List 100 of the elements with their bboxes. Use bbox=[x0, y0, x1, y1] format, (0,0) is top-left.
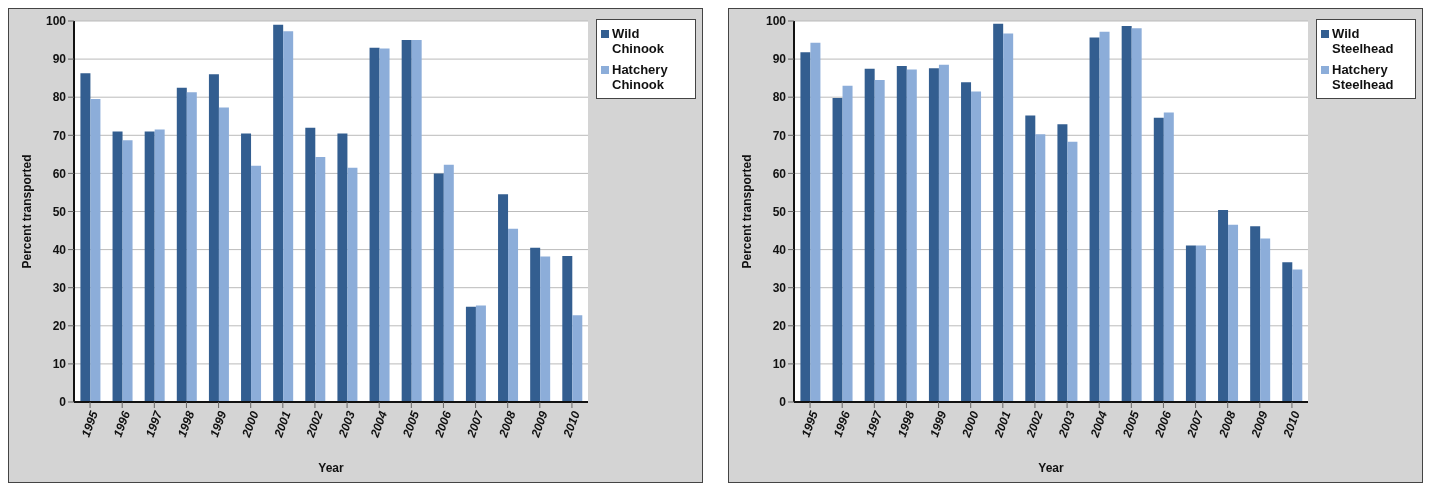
bar bbox=[572, 315, 583, 402]
bar bbox=[1228, 224, 1239, 402]
x-axis-title: Year bbox=[318, 461, 345, 475]
bar bbox=[1218, 209, 1229, 402]
bar bbox=[961, 82, 972, 402]
bar bbox=[347, 167, 358, 402]
y-tick-label: 20 bbox=[772, 319, 787, 334]
y-tick-label: 100 bbox=[765, 14, 787, 29]
y-tick-label: 80 bbox=[772, 90, 787, 105]
bar bbox=[80, 73, 91, 402]
bar bbox=[1099, 31, 1110, 402]
bar bbox=[465, 306, 476, 402]
bar bbox=[144, 131, 155, 402]
x-tick-label: 2002 bbox=[303, 408, 326, 440]
x-tick-label: 2006 bbox=[431, 408, 455, 440]
x-tick-label: 1999 bbox=[207, 408, 230, 440]
x-tick-label: 1995 bbox=[78, 408, 101, 440]
bar bbox=[1067, 141, 1078, 402]
y-axis-title: Percent transported bbox=[20, 154, 35, 269]
y-tick-label: 80 bbox=[52, 90, 67, 105]
y-tick-label: 0 bbox=[779, 395, 787, 410]
x-tick-label: 1997 bbox=[142, 407, 166, 440]
bar bbox=[433, 173, 444, 402]
x-tick-label: 1996 bbox=[110, 408, 134, 440]
bar bbox=[337, 133, 348, 402]
bar bbox=[1292, 269, 1303, 402]
bar bbox=[315, 157, 326, 402]
bar bbox=[1163, 112, 1174, 402]
x-tick-label: 1997 bbox=[862, 407, 886, 440]
x-tick-label: 2008 bbox=[1215, 408, 1239, 440]
x-tick-label: 2007 bbox=[1183, 407, 1207, 440]
y-tick-label: 60 bbox=[772, 166, 787, 181]
bar bbox=[1057, 124, 1068, 402]
x-tick-label: 2004 bbox=[367, 408, 391, 440]
bar bbox=[443, 164, 454, 402]
x-tick-label: 2008 bbox=[495, 408, 519, 440]
x-tick-label: 2005 bbox=[1119, 408, 1143, 440]
bar bbox=[186, 92, 197, 402]
bar bbox=[1035, 134, 1046, 402]
bar bbox=[1003, 33, 1014, 402]
y-tick-label: 30 bbox=[772, 280, 787, 295]
x-tick-label: 1999 bbox=[927, 408, 950, 440]
bar bbox=[273, 24, 284, 402]
x-tick-label: 2005 bbox=[399, 408, 423, 440]
bar bbox=[218, 107, 229, 402]
bar bbox=[251, 165, 262, 402]
bar bbox=[874, 80, 885, 402]
bar bbox=[896, 65, 907, 402]
x-tick-label: 2002 bbox=[1023, 408, 1046, 440]
x-tick-label: 2001 bbox=[271, 408, 294, 440]
bar bbox=[928, 68, 939, 402]
x-tick-label: 2009 bbox=[1248, 408, 1271, 440]
bar bbox=[112, 131, 123, 402]
x-tick-label: 2004 bbox=[1087, 408, 1111, 440]
x-tick-label: 2006 bbox=[1151, 408, 1175, 440]
x-tick-label: 2007 bbox=[463, 407, 487, 440]
bar bbox=[508, 228, 519, 402]
bar bbox=[842, 85, 853, 402]
bar bbox=[530, 247, 541, 402]
bar bbox=[305, 127, 316, 402]
legend-label: Hatchery Chinook bbox=[612, 62, 669, 92]
bar bbox=[1282, 262, 1293, 402]
bar bbox=[498, 194, 509, 402]
bar bbox=[800, 52, 811, 402]
bar bbox=[906, 69, 917, 402]
bar bbox=[283, 31, 294, 402]
y-tick-label: 40 bbox=[772, 242, 787, 257]
y-tick-label: 20 bbox=[52, 319, 67, 334]
bar bbox=[1089, 37, 1100, 402]
y-tick-label: 10 bbox=[52, 357, 67, 372]
bar bbox=[832, 97, 843, 402]
y-tick-label: 60 bbox=[52, 166, 67, 181]
x-tick-label: 1995 bbox=[798, 408, 821, 440]
y-axis-title: Percent transported bbox=[740, 154, 755, 269]
x-tick-label: 2003 bbox=[335, 408, 358, 440]
x-tick-label: 1998 bbox=[894, 408, 918, 440]
x-tick-label: 2000 bbox=[958, 408, 982, 440]
bar bbox=[938, 64, 949, 402]
bar bbox=[208, 74, 219, 402]
y-tick-label: 30 bbox=[52, 280, 67, 295]
y-tick-label: 50 bbox=[772, 204, 787, 219]
x-tick-label: 1996 bbox=[830, 408, 854, 440]
bar bbox=[401, 40, 412, 402]
x-tick-label: 2000 bbox=[238, 408, 262, 440]
bar bbox=[176, 87, 187, 402]
bar bbox=[1025, 115, 1036, 402]
bar bbox=[1185, 245, 1196, 402]
bar bbox=[379, 48, 390, 402]
y-tick-label: 70 bbox=[772, 128, 787, 143]
bar bbox=[1121, 25, 1132, 402]
bar bbox=[810, 42, 821, 402]
x-tick-label: 2001 bbox=[991, 408, 1014, 440]
y-tick-label: 0 bbox=[59, 395, 67, 410]
bar bbox=[1195, 245, 1206, 402]
bar bbox=[90, 99, 101, 402]
bar bbox=[475, 305, 486, 402]
y-tick-label: 100 bbox=[45, 14, 67, 29]
y-tick-label: 40 bbox=[52, 242, 67, 257]
bar bbox=[1250, 226, 1261, 402]
bar bbox=[411, 40, 422, 402]
